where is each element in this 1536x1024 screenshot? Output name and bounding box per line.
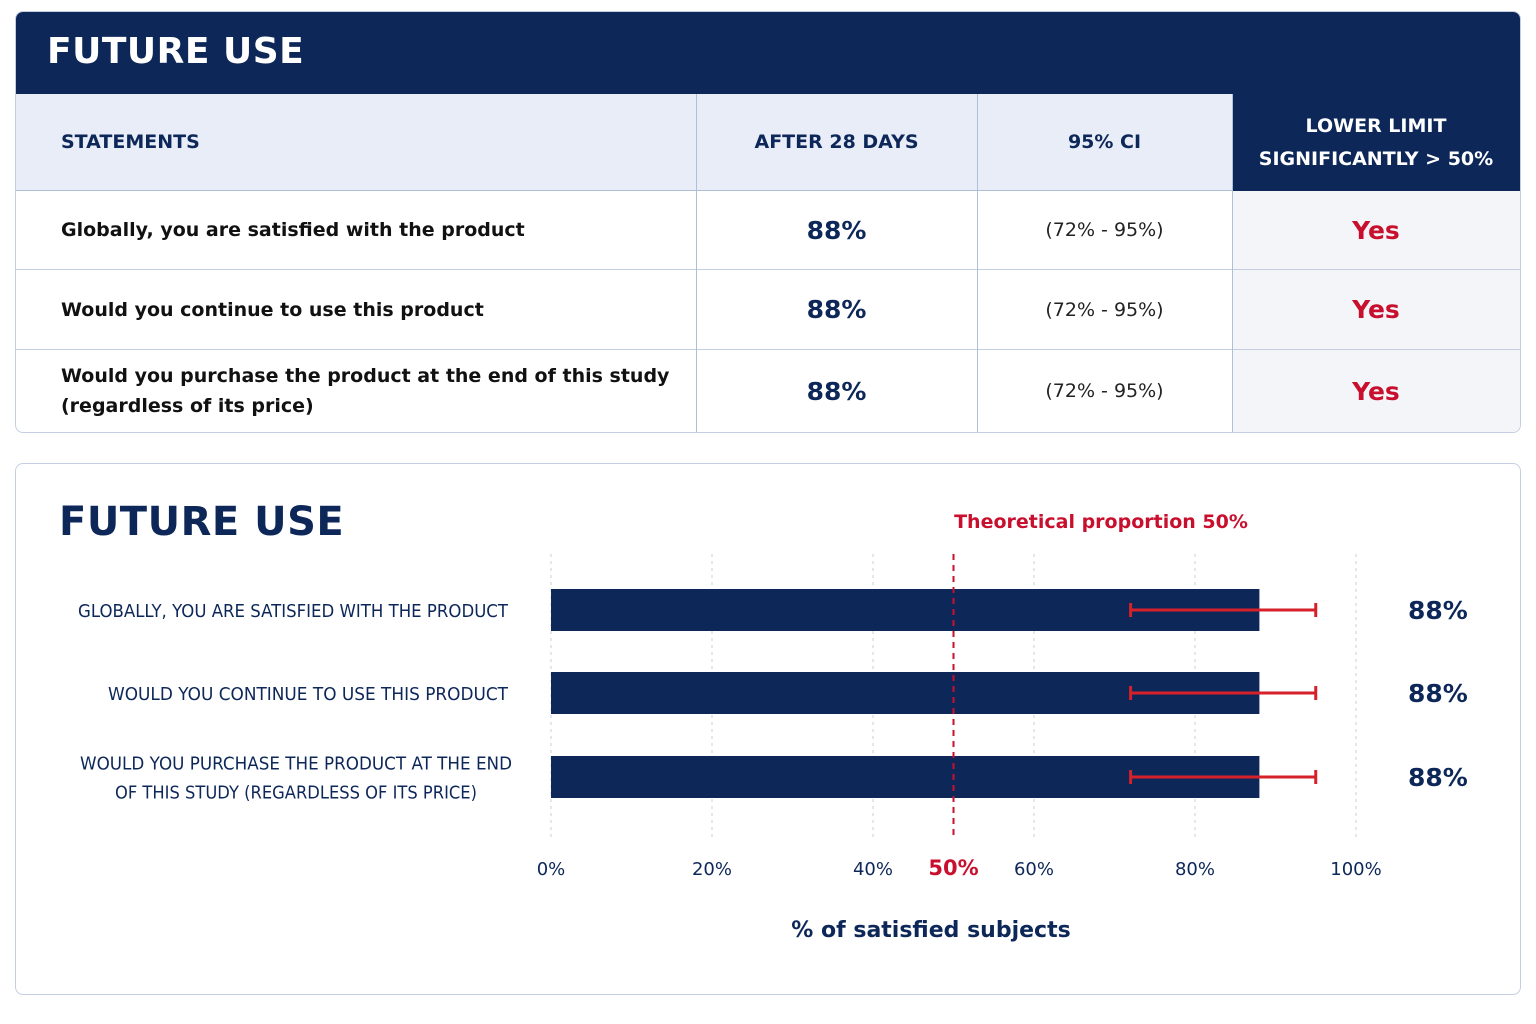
table-row: Globally, you are satisfied with the pro… xyxy=(16,191,1520,270)
bar-value-label: 88% xyxy=(1408,763,1468,792)
category-label: WOULD YOU PURCHASE THE PRODUCT AT THE EN… xyxy=(80,754,512,775)
x-tick-label: 80% xyxy=(1175,859,1215,880)
ci-value: (72% - 95%) xyxy=(1045,219,1164,241)
chart-title: FUTURE USE xyxy=(59,499,345,545)
x-tick-label: 60% xyxy=(1014,859,1054,880)
significance-value: Yes xyxy=(1232,270,1520,349)
header-lower-limit-line2: SIGNIFICANTLY > 50% xyxy=(1258,147,1494,170)
after-28-days-value: 88% xyxy=(806,376,867,406)
column-divider xyxy=(1232,94,1233,432)
column-divider xyxy=(696,94,697,432)
table-row: Would you continue to use this product 8… xyxy=(16,270,1520,350)
category-label: GLOBALLY, YOU ARE SATISFIED WITH THE PRO… xyxy=(78,601,509,622)
statement-cell: Would you continue to use this product xyxy=(16,270,696,349)
statement-text: Would you continue to use this product xyxy=(61,298,484,321)
chart-card: FUTURE USE 88% GLOBALLY, YOU ARE SATISFIE… xyxy=(15,463,1521,995)
statement-cell: Globally, you are satisfied with the pro… xyxy=(16,191,696,269)
x-tick-label: 100% xyxy=(1330,859,1381,880)
bar-value-label: 88% xyxy=(1408,679,1468,708)
x-axis-label: % of satisfied subjects xyxy=(791,918,1070,943)
after-28-days-value: 88% xyxy=(806,215,867,245)
table-header-bar: FUTURE USE xyxy=(16,12,1520,94)
statement-text-line2: (regardless of its price) xyxy=(61,395,314,417)
bar-chart: 88% GLOBALLY, YOU ARE SATISFIED WITH THE … xyxy=(78,511,1468,943)
x-tick-label: 50% xyxy=(928,856,978,880)
bar-value-label: 88% xyxy=(1408,596,1468,625)
header-lower-limit: LOWER LIMIT SIGNIFICANTLY > 50% xyxy=(1232,94,1520,191)
after-28-days-value: 88% xyxy=(806,295,867,324)
category-label: OF THIS STUDY (REGARDLESS OF ITS PRICE) xyxy=(115,783,477,804)
table-row: Would you purchase the product at the en… xyxy=(16,350,1520,432)
x-tick-label: 0% xyxy=(537,859,566,880)
header-after-28-days: AFTER 28 DAYS xyxy=(696,94,977,191)
ci-value: (72% - 95%) xyxy=(1045,380,1164,402)
x-tick-label: 20% xyxy=(692,859,732,880)
statement-text: Globally, you are satisfied with the pro… xyxy=(61,219,525,241)
ci-value: (72% - 95%) xyxy=(1045,298,1164,321)
category-label: WOULD YOU CONTINUE TO USE THIS PRODUCT xyxy=(108,684,509,705)
table-title: FUTURE USE xyxy=(47,31,305,72)
reference-line-label: Theoretical proportion 50% xyxy=(954,511,1248,533)
statement-cell: Would you purchase the product at the en… xyxy=(16,350,696,432)
significance-value: Yes xyxy=(1232,350,1520,432)
results-table: FUTURE USE STATEMENTS AFTER 28 DAYS 95% … xyxy=(15,11,1521,433)
x-tick-label: 40% xyxy=(853,859,893,880)
statement-text-line1: Would you purchase the product at the en… xyxy=(61,365,670,387)
significance-value: Yes xyxy=(1232,191,1520,269)
header-lower-limit-line1: LOWER LIMIT xyxy=(1305,114,1447,137)
header-statements: STATEMENTS xyxy=(16,94,696,191)
column-divider xyxy=(977,94,978,432)
header-95-ci: 95% CI xyxy=(977,94,1232,191)
